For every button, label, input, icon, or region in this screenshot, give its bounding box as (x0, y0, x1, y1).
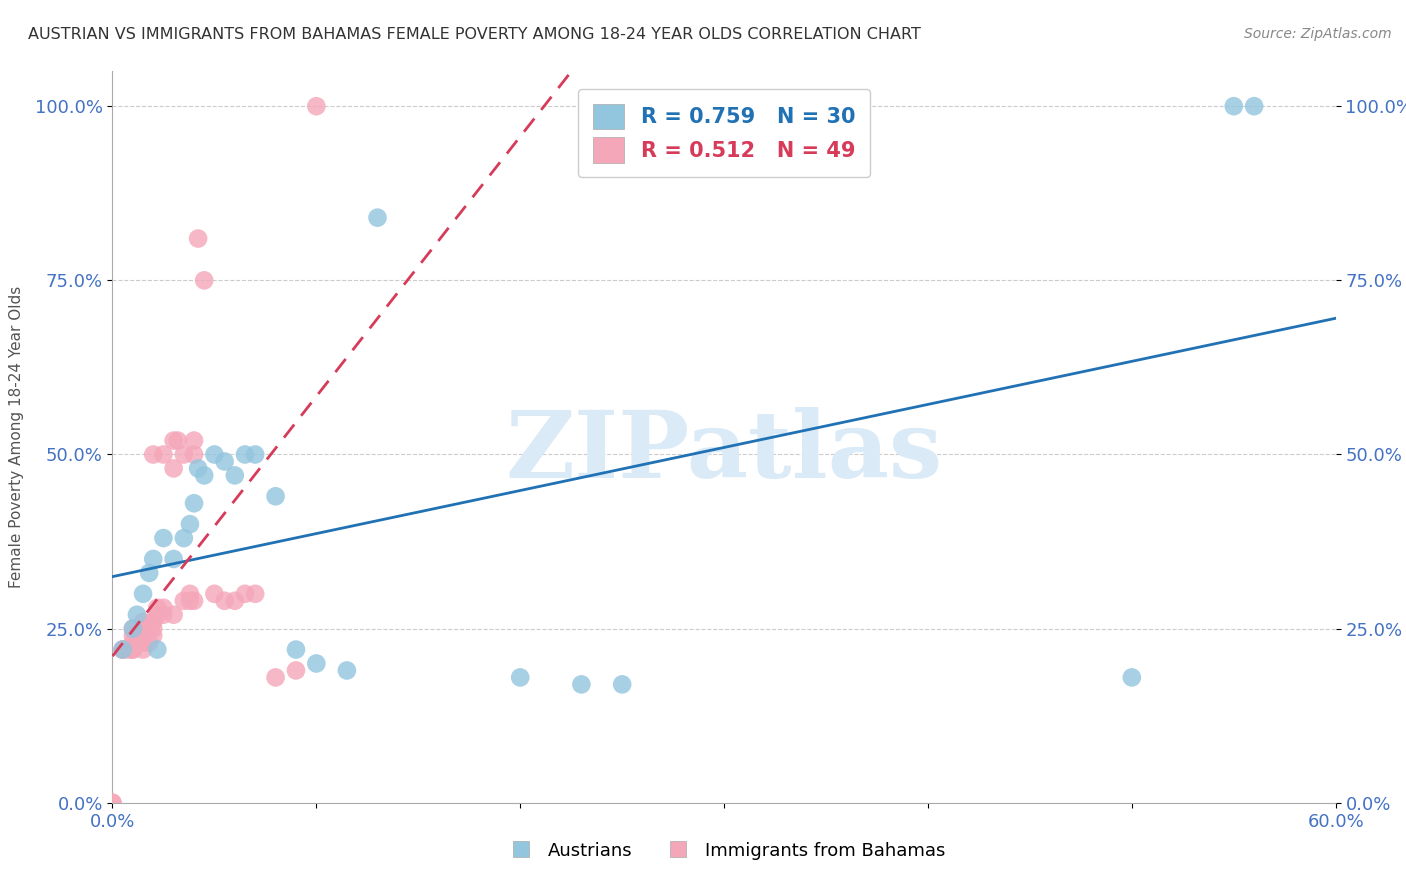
Point (142, 615, 165, 629)
Point (193, 273, 215, 287)
Point (284, 642, 308, 657)
Point (138, 635, 160, 649)
Point (183, 434, 205, 448)
Point (193, 468, 215, 483)
Point (163, 461, 186, 475)
Point (214, 594, 236, 608)
Point (142, 448, 165, 462)
Point (224, 594, 246, 608)
Point (366, 211, 388, 225)
Point (152, 600, 174, 615)
Point (142, 615, 165, 629)
Point (233, 448, 256, 462)
Point (132, 635, 155, 649)
Point (125, 629, 148, 643)
Point (183, 496, 205, 510)
Point (1243, 99, 1265, 113)
Point (142, 552, 165, 566)
Point (118, 642, 141, 657)
Point (138, 622, 160, 636)
Point (187, 231, 209, 245)
Point (571, 677, 593, 691)
Text: AUSTRIAN VS IMMIGRANTS FROM BAHAMAS FEMALE POVERTY AMONG 18-24 YEAR OLDS CORRELA: AUSTRIAN VS IMMIGRANTS FROM BAHAMAS FEMA… (28, 27, 921, 42)
Point (336, 664, 359, 678)
Point (305, 657, 328, 671)
Point (111, 642, 134, 657)
Point (204, 587, 226, 601)
Point (245, 448, 267, 462)
Point (305, 99, 328, 113)
Point (146, 642, 169, 657)
Point (122, 635, 145, 649)
Point (111, 642, 134, 657)
Text: Source: ZipAtlas.com: Source: ZipAtlas.com (1244, 27, 1392, 41)
Point (122, 622, 145, 636)
Point (166, 434, 188, 448)
Point (152, 448, 174, 462)
Point (187, 461, 209, 475)
Point (125, 607, 148, 622)
Point (122, 622, 145, 636)
Point (163, 607, 186, 622)
Point (173, 531, 195, 545)
Point (132, 587, 155, 601)
Point (1223, 99, 1246, 113)
Point (122, 629, 145, 643)
Point (183, 448, 205, 462)
Point (138, 566, 160, 580)
Point (152, 607, 174, 622)
Point (179, 587, 201, 601)
Point (284, 664, 308, 678)
Point (111, 642, 134, 657)
Point (101, 796, 124, 810)
Point (132, 615, 155, 629)
Point (509, 670, 531, 684)
Point (173, 594, 195, 608)
Point (233, 587, 256, 601)
Point (122, 642, 145, 657)
Point (152, 531, 174, 545)
Point (179, 517, 201, 532)
Legend: Austrians, Immigrants from Bahamas: Austrians, Immigrants from Bahamas (496, 835, 952, 867)
Point (132, 642, 155, 657)
Point (142, 629, 165, 643)
Point (183, 594, 205, 608)
Point (132, 622, 155, 636)
Y-axis label: Female Poverty Among 18-24 Year Olds: Female Poverty Among 18-24 Year Olds (8, 286, 24, 588)
Point (125, 635, 148, 649)
Point (204, 448, 226, 462)
Point (101, 796, 124, 810)
Point (163, 552, 186, 566)
Point (264, 489, 287, 503)
Point (214, 454, 236, 468)
Text: ZIPatlas: ZIPatlas (506, 407, 942, 497)
Point (122, 642, 145, 657)
Point (224, 468, 246, 483)
Point (1121, 670, 1143, 684)
Point (179, 594, 201, 608)
Point (146, 607, 169, 622)
Point (245, 587, 267, 601)
Point (610, 677, 633, 691)
Point (142, 622, 165, 636)
Point (264, 670, 287, 684)
Point (173, 448, 195, 462)
Point (163, 434, 186, 448)
Point (146, 600, 169, 615)
